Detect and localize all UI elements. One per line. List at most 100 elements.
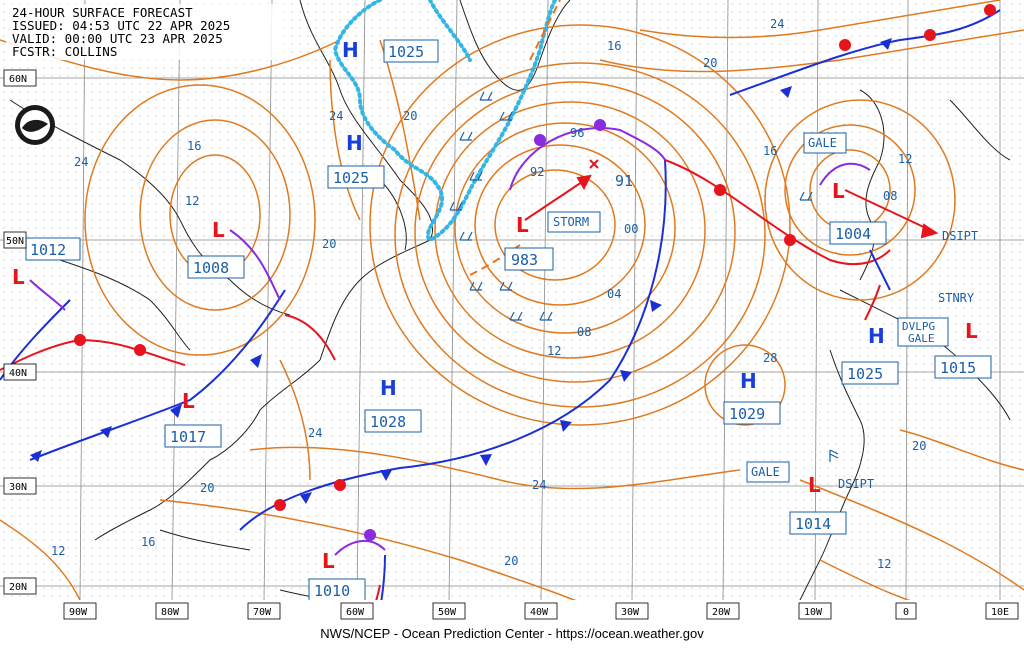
isobar-labels: 24 20 16 24 16 12 20 20 24 92 96 00 04 0…: [51, 17, 926, 571]
longitude-label: 50W: [438, 607, 457, 618]
low-center-letter: L: [808, 473, 821, 497]
occluded-front: [29, 279, 66, 311]
isobar-label: 20: [322, 237, 336, 251]
isobar-label: 12: [51, 544, 65, 558]
dissipating-label: DSIPT: [838, 477, 874, 491]
noaa-logo: [15, 105, 55, 145]
isobar-label: 16: [607, 39, 621, 53]
ice-edge: [428, 0, 472, 62]
isobar-label: 24: [532, 478, 546, 492]
header-block: 24-HOUR SURFACE FORECAST ISSUED: 04:53 U…: [6, 4, 284, 60]
forecast-title: 24-HOUR SURFACE FORECAST: [12, 5, 193, 20]
low-pressure-value: 1012: [30, 241, 66, 259]
longitude-label: 30W: [621, 607, 640, 618]
cold-front: [729, 9, 1001, 96]
low-center-letter: L: [832, 179, 845, 203]
low-center-letter: L: [12, 265, 25, 289]
isobar-label: 08: [577, 325, 591, 339]
isobar-label: 04: [607, 287, 621, 301]
low-center-letter: L: [965, 319, 978, 343]
isobar-label: 96: [570, 126, 584, 140]
graticule: [0, 0, 1024, 601]
isobar-label: 16: [141, 535, 155, 549]
valid-time: VALID: 00:00 UTC 23 APR 2025: [12, 31, 223, 46]
pressure-centers: H 1025 H 1025 L 1012 L 1008 L STORM 983 …: [12, 38, 992, 602]
front-symbols: [30, 4, 996, 541]
low-center-letter: L: [516, 213, 529, 237]
high-center-letter: H: [346, 131, 363, 155]
isobar-label: 20: [200, 481, 214, 495]
occluded-front: [819, 162, 871, 186]
high-pressure-value: 1028: [370, 413, 406, 431]
high-center-letter: H: [342, 38, 359, 62]
latitude-label: 50N: [6, 236, 24, 247]
low-pressure-value: 1017: [170, 428, 206, 446]
latitude-axis: 60N 50N 40N 30N 20N: [3, 69, 37, 595]
cold-front: [239, 159, 667, 531]
low-pressure-value: 1014: [795, 515, 831, 533]
issued-time: ISSUED: 04:53 UTC 22 APR 2025: [12, 18, 230, 33]
latitude-label: 60N: [9, 74, 27, 85]
low-center-letter: L: [182, 389, 195, 413]
isobars: [0, 0, 1024, 621]
latitude-label: 20N: [9, 582, 27, 593]
longitude-axis: 90W 80W 70W 60W 50W 40W 30W 20W 10W 0 10…: [0, 600, 1024, 622]
isobar-label: 12: [185, 194, 199, 208]
wind-barbs: [449, 91, 839, 462]
isobar-label: 28: [763, 351, 777, 365]
occluded-front: [334, 540, 386, 556]
longitude-label: 10E: [991, 607, 1009, 618]
forecaster: FCSTR: COLLINS: [12, 44, 117, 59]
isobar-label: 16: [187, 139, 201, 153]
developing-gale-label: GALE: [908, 332, 935, 345]
high-pressure-value: 1029: [729, 405, 765, 423]
occluded-front: [229, 229, 281, 301]
ice-edge: [332, 0, 557, 243]
warm-front: [284, 314, 336, 361]
longitude-label: 20W: [712, 607, 731, 618]
longitude-label: 40W: [530, 607, 549, 618]
low-pressure-value: 1004: [835, 225, 871, 243]
coastlines: [9, 0, 1011, 621]
longitude-label: 90W: [69, 607, 88, 618]
cold-front: [29, 289, 286, 461]
high-pressure-value: 1025: [847, 365, 883, 383]
isobar-label: 12: [898, 152, 912, 166]
latitude-label: 30N: [9, 482, 27, 493]
latitude-label: 40N: [9, 368, 27, 379]
low-pressure-value: 983: [511, 251, 538, 269]
longitude-label: 80W: [161, 607, 180, 618]
motion-arrows: [524, 159, 939, 239]
low-pressure-value: 1008: [193, 259, 229, 277]
isobar-label: 24: [74, 155, 88, 169]
fronts: [0, 0, 1001, 621]
isobar-label: 24: [770, 17, 784, 31]
low-pressure-value: 1015: [940, 359, 976, 377]
isobar-label: 92: [530, 165, 544, 179]
isobar-label: 24: [308, 426, 322, 440]
longitude-label: 0: [903, 607, 909, 618]
isobar-label: 12: [877, 557, 891, 571]
high-center-letter: H: [868, 324, 885, 348]
stationary-label: STNRY: [938, 291, 975, 305]
high-center-letter: H: [740, 369, 757, 393]
longitude-label: 10W: [804, 607, 823, 618]
isobar-label: 20: [403, 109, 417, 123]
cold-front: [869, 249, 891, 291]
isobar-label: 20: [504, 554, 518, 568]
storm-warning-label: STORM: [553, 215, 589, 229]
longitude-label: 60W: [346, 607, 365, 618]
isobar-label: 12: [547, 344, 561, 358]
low-pressure-value: 1010: [314, 582, 350, 600]
isobar-label: 08: [883, 189, 897, 203]
isobar-label: 20: [912, 439, 926, 453]
developing-gale-label: DVLPG: [902, 320, 935, 333]
longitude-label: 70W: [253, 607, 272, 618]
gale-warning-label: GALE: [808, 136, 837, 150]
low-center-letter: L: [212, 218, 225, 242]
isobar-label: 00: [624, 222, 638, 236]
isobar-label: 24: [329, 109, 343, 123]
warm-front: [664, 159, 891, 266]
isobar-label: 16: [763, 144, 777, 158]
